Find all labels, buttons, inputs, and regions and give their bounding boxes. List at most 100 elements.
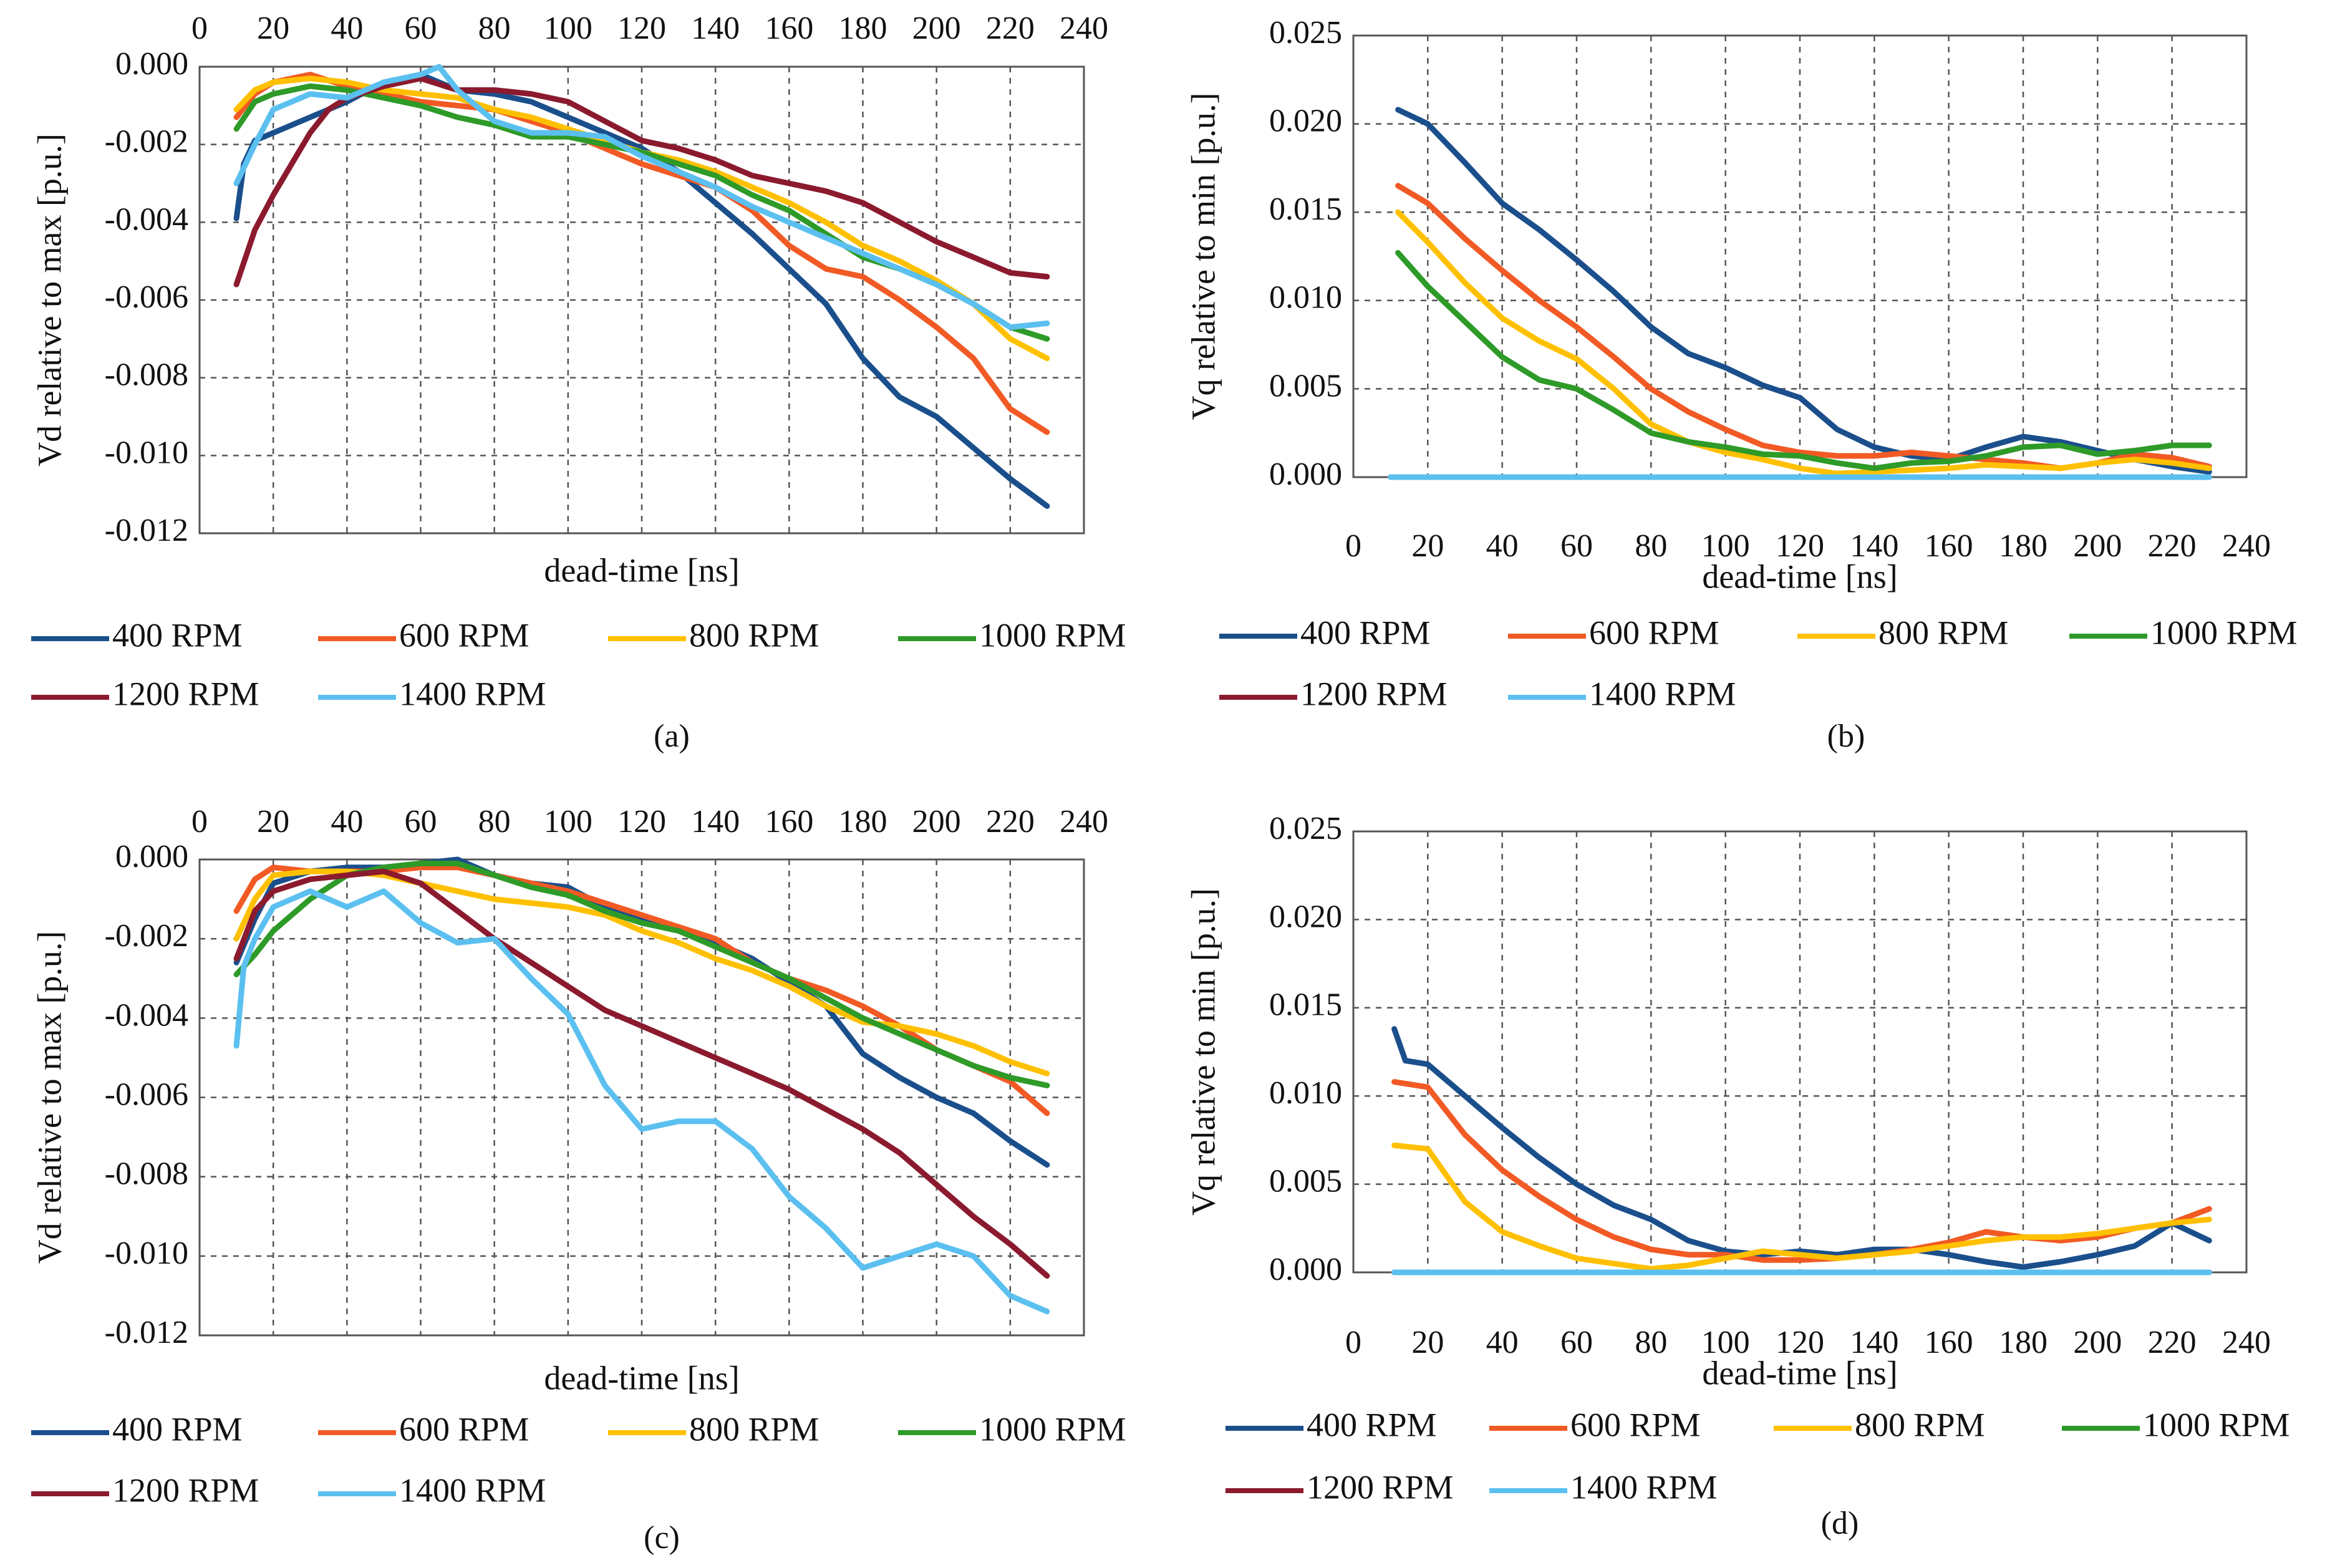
legend-item: 1200 RPM xyxy=(1226,1468,1454,1506)
x-tick-label: 40 xyxy=(331,11,363,46)
x-tick-label: 60 xyxy=(1560,528,1593,564)
legend-label: 1200 RPM xyxy=(112,675,259,712)
x-tick-label: 20 xyxy=(257,804,289,840)
x-tick-label: 220 xyxy=(2148,1325,2197,1360)
legend-item: 400 RPM xyxy=(1226,1406,1437,1443)
y-tick-label: 0.010 xyxy=(1269,1075,1342,1111)
series-line-1200-rpm xyxy=(233,75,1050,288)
legend-label: 1400 RPM xyxy=(399,675,546,712)
x-tick-label: 0 xyxy=(1345,528,1361,564)
legend-label: 600 RPM xyxy=(399,1410,529,1448)
y-axis-label: Vq relative to min [p.u.] xyxy=(1184,93,1222,420)
y-tick-label: -0.012 xyxy=(105,1315,188,1350)
legend-label: 1400 RPM xyxy=(399,1471,546,1509)
x-tick-label: 200 xyxy=(912,11,961,46)
x-tick-label: 80 xyxy=(478,11,511,46)
x-tick-label: 200 xyxy=(2073,1325,2122,1360)
y-tick-label: -0.002 xyxy=(105,124,188,160)
y-tick-label: -0.002 xyxy=(105,918,188,954)
series-line-400-rpm xyxy=(233,72,1050,509)
x-tick-label: 20 xyxy=(1411,528,1444,564)
legend-label: 800 RPM xyxy=(689,1410,819,1448)
legend-label: 400 RPM xyxy=(112,1410,243,1448)
legend-label: 1200 RPM xyxy=(1300,675,1448,712)
chart-panel-c: 0 20 40 60 80 100 120 140 160 180 200 220 240 0.000 -0… xyxy=(31,804,1126,1556)
y-tick-label: 0.015 xyxy=(1269,191,1342,227)
legend-label: 1400 RPM xyxy=(1589,675,1736,712)
legend-item: 1400 RPM xyxy=(1508,675,1736,712)
chart-panel-a: 0 20 40 60 80 100 120 140 160 180 200 220 240 0.000 -0… xyxy=(31,11,1126,754)
x-tick-label: 100 xyxy=(544,11,592,46)
y-axis-label: Vd relative to max [p.u.] xyxy=(31,133,68,467)
x-tick-label: 60 xyxy=(405,11,437,46)
x-tick-label: 140 xyxy=(691,11,740,46)
legend-item: 800 RPM xyxy=(608,616,819,654)
series-line-1400-rpm xyxy=(233,888,1050,1315)
series-line-400-rpm xyxy=(233,856,1050,1168)
panel-label: (b) xyxy=(1827,719,1865,754)
legend-label: 800 RPM xyxy=(689,616,819,654)
x-tick-label: 180 xyxy=(1999,1325,2047,1360)
legend-label: 400 RPM xyxy=(112,616,243,654)
series-line-1000-rpm xyxy=(233,860,1050,1088)
y-axis-label: Vq relative to min [p.u.] xyxy=(1184,888,1222,1216)
series-line-800-rpm xyxy=(1391,1142,2212,1272)
x-tick-label: 100 xyxy=(1701,1325,1750,1360)
y-tick-label: -0.006 xyxy=(105,1077,188,1112)
y-tick-label: -0.010 xyxy=(105,1236,188,1271)
legend-item: 1000 RPM xyxy=(2062,1406,2290,1443)
legend-label: 800 RPM xyxy=(1855,1406,1985,1443)
x-tick-label: 20 xyxy=(1411,1325,1444,1360)
legend-label: 1000 RPM xyxy=(979,1410,1126,1448)
legend-label: 600 RPM xyxy=(1570,1406,1701,1443)
legend-label: 1400 RPM xyxy=(1570,1468,1718,1506)
x-tick-label: 200 xyxy=(2073,528,2122,564)
legend-item: 400 RPM xyxy=(31,616,243,654)
legend-item: 600 RPM xyxy=(318,616,529,654)
x-tick-label: 0 xyxy=(191,11,208,46)
legend-item: 600 RPM xyxy=(1508,614,1719,651)
x-tick-label: 160 xyxy=(1925,528,1973,564)
legend-label: 1000 RPM xyxy=(2143,1406,2290,1443)
y-tick-label: 0.000 xyxy=(1269,1252,1342,1287)
y-tick-label: -0.004 xyxy=(105,997,188,1033)
x-tick-label: 180 xyxy=(839,11,887,46)
x-axis-label: dead-time [ns] xyxy=(1702,558,1897,595)
legend-item: 1200 RPM xyxy=(31,675,259,712)
x-tick-label: 80 xyxy=(1635,528,1667,564)
chart-panel-d: 0 20 40 60 80 100 120 140 160 180 200 220 240 0.025 0.… xyxy=(1184,811,2289,1541)
x-tick-label: 220 xyxy=(986,804,1035,840)
panel-label: (c) xyxy=(644,1520,680,1556)
legend-item: 800 RPM xyxy=(1797,614,2009,651)
x-tick-label: 140 xyxy=(691,804,740,840)
x-tick-label: 120 xyxy=(1776,528,1824,564)
x-tick-label: 20 xyxy=(257,11,289,46)
plot-frame xyxy=(198,858,1085,1337)
x-tick-label: 0 xyxy=(1345,1325,1361,1360)
x-tick-label: 120 xyxy=(1776,1325,1824,1360)
x-tick-label: 160 xyxy=(765,804,813,840)
x-tick-label: 40 xyxy=(331,804,363,840)
x-tick-label: 220 xyxy=(2148,528,2197,564)
y-axis-label: Vd relative to max [p.u.] xyxy=(31,931,68,1264)
x-tick-label: 240 xyxy=(2222,1325,2271,1360)
x-tick-label: 40 xyxy=(1486,528,1519,564)
x-tick-label: 80 xyxy=(1635,1325,1667,1360)
series-line-800-rpm xyxy=(233,868,1050,1077)
panel-label: (d) xyxy=(1821,1506,1859,1541)
legend-item: 600 RPM xyxy=(1489,1406,1701,1443)
y-tick-label: 0.005 xyxy=(1269,368,1342,404)
legend-label: 1000 RPM xyxy=(979,616,1126,654)
x-tick-label: 140 xyxy=(1850,528,1898,564)
y-tick-label: 0.020 xyxy=(1269,104,1342,139)
legend-item: 600 RPM xyxy=(318,1410,529,1448)
legend-item: 1200 RPM xyxy=(31,1471,259,1509)
x-tick-label: 60 xyxy=(1560,1325,1593,1360)
y-tick-label: -0.012 xyxy=(105,513,188,548)
y-tick-label: 0.025 xyxy=(1269,811,1342,846)
legend-item: 1000 RPM xyxy=(898,616,1126,654)
y-tick-label: -0.008 xyxy=(105,357,188,393)
x-tick-label: 0 xyxy=(191,804,208,840)
series-line-400-rpm xyxy=(1391,1026,2212,1270)
